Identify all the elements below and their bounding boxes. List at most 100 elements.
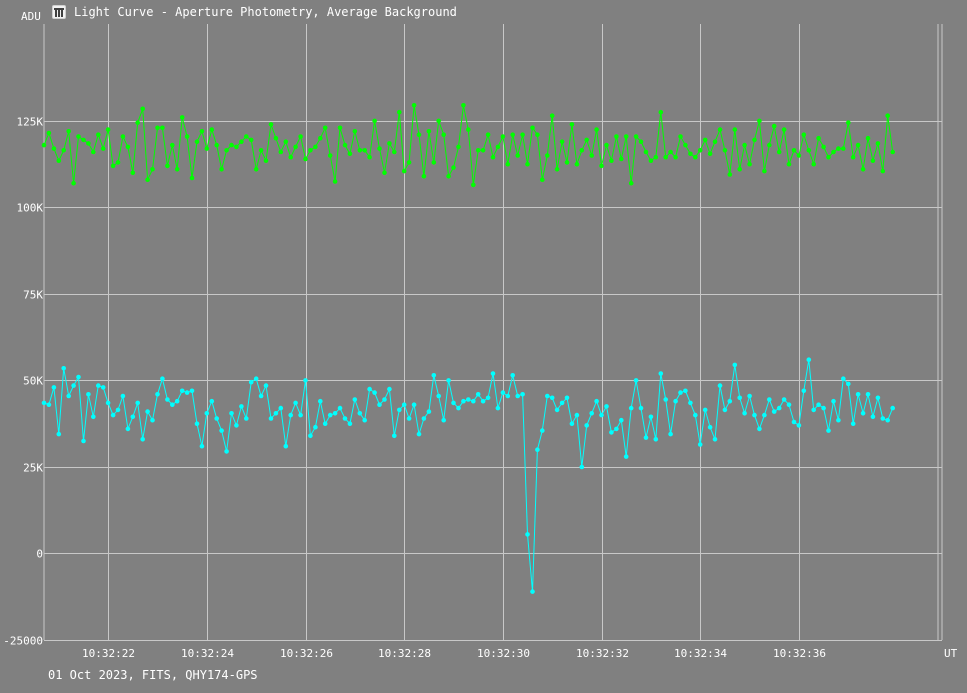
x-tick-label: 10:32:24 <box>181 647 234 660</box>
data-series <box>41 103 895 594</box>
data-point <box>762 168 767 174</box>
data-point <box>717 383 723 388</box>
data-point <box>530 125 535 131</box>
data-point <box>416 431 422 437</box>
data-point <box>796 423 802 428</box>
data-point <box>170 142 175 148</box>
data-point <box>599 163 604 169</box>
data-point <box>776 149 782 155</box>
data-point <box>91 149 96 155</box>
data-point <box>100 146 106 151</box>
data-point <box>115 160 121 165</box>
data-point <box>480 398 486 404</box>
data-point <box>855 392 861 397</box>
x-tick-label: 10:32:28 <box>378 647 431 660</box>
data-point <box>76 374 81 380</box>
data-point <box>475 148 481 153</box>
data-point <box>673 398 678 404</box>
data-point <box>436 393 442 399</box>
x-tick-label: 10:32:30 <box>477 647 530 660</box>
data-point <box>559 139 565 144</box>
data-point <box>125 426 131 432</box>
data-point <box>224 449 229 454</box>
data-point <box>673 154 678 160</box>
data-point <box>638 139 644 144</box>
data-point <box>870 414 876 420</box>
data-point <box>115 407 121 413</box>
data-point <box>293 400 298 406</box>
data-point <box>771 409 777 414</box>
data-point <box>564 160 570 165</box>
data-point <box>184 134 190 139</box>
data-point <box>219 428 224 433</box>
data-point <box>495 144 501 150</box>
data-point <box>485 395 491 401</box>
data-point <box>110 163 116 169</box>
data-point <box>801 132 807 137</box>
data-point <box>135 400 140 406</box>
data-point <box>466 127 471 132</box>
data-point <box>150 167 155 172</box>
data-point <box>885 417 890 423</box>
data-point <box>367 154 372 160</box>
chart-grid <box>43 24 943 641</box>
window-title-bar: Light Curve - Aperture Photometry, Avera… <box>52 3 457 21</box>
x-axis-tick-labels: 10:32:22 10:32:24 10:32:26 10:32:28 10:32:30… <box>82 647 826 660</box>
data-point <box>41 142 47 148</box>
data-point <box>234 423 239 428</box>
data-point <box>313 144 318 150</box>
data-point <box>702 137 708 143</box>
data-point <box>105 127 111 132</box>
data-point <box>367 386 372 392</box>
data-point <box>451 400 456 406</box>
data-point <box>56 431 62 437</box>
data-point <box>194 139 200 144</box>
data-point <box>693 154 698 160</box>
data-point <box>475 392 481 397</box>
data-point <box>278 405 284 411</box>
data-point <box>791 148 797 153</box>
data-point <box>234 144 239 150</box>
data-point <box>199 443 205 449</box>
data-point <box>170 402 175 408</box>
data-point <box>332 179 338 184</box>
data-point <box>668 431 673 437</box>
data-point <box>791 419 797 425</box>
data-point <box>658 371 664 376</box>
data-point <box>66 393 71 399</box>
data-point <box>456 144 461 150</box>
data-point <box>850 154 856 160</box>
data-point <box>194 421 200 427</box>
data-point <box>189 388 195 394</box>
data-point <box>510 373 515 378</box>
data-point <box>46 130 52 136</box>
data-point <box>120 393 126 399</box>
data-point <box>86 141 91 146</box>
data-point <box>293 144 298 150</box>
data-point <box>179 115 185 120</box>
data-point <box>579 464 585 470</box>
data-point <box>273 411 279 416</box>
app-logo-icon[interactable] <box>52 5 66 19</box>
data-point <box>836 146 841 151</box>
data-point <box>540 177 545 182</box>
data-point <box>229 142 234 148</box>
data-point <box>712 139 718 144</box>
data-point <box>540 428 545 433</box>
data-point <box>574 412 580 418</box>
data-point <box>411 402 417 408</box>
data-point <box>880 168 886 174</box>
data-point <box>81 438 86 444</box>
data-point <box>614 134 619 139</box>
data-point <box>244 134 249 139</box>
data-point <box>653 437 659 442</box>
data-point <box>382 397 387 402</box>
data-point <box>584 137 589 143</box>
data-point <box>549 113 555 118</box>
data-point <box>510 132 515 137</box>
data-point <box>520 392 525 397</box>
data-point <box>471 398 476 404</box>
data-point <box>648 158 654 163</box>
data-point <box>727 172 733 177</box>
data-point <box>811 161 816 167</box>
